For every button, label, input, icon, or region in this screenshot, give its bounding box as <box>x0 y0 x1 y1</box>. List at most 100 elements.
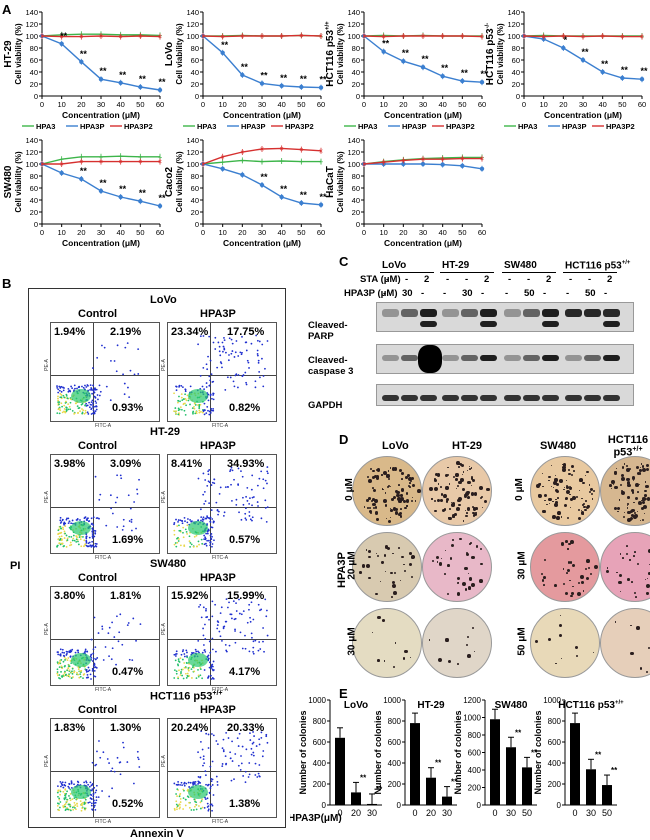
colony <box>462 471 465 473</box>
blot-band <box>480 395 497 401</box>
colony <box>451 544 455 548</box>
quad-ur-pct: 15.99% <box>227 590 265 602</box>
colony <box>593 490 596 493</box>
event-dot <box>175 793 177 795</box>
event-dot <box>217 513 219 516</box>
colony <box>571 592 575 595</box>
colony <box>431 560 434 563</box>
x-tick-label: 40 <box>277 100 285 109</box>
y-axis-title: Cell viability (%) <box>175 23 184 85</box>
event-dot <box>184 520 186 523</box>
sta-mark: - <box>569 274 573 285</box>
marker-cross: × <box>542 34 546 41</box>
event-dot <box>59 516 62 519</box>
fitc-axis: FITC-A <box>95 555 112 561</box>
event-dot <box>244 341 247 344</box>
event-dot <box>265 520 268 523</box>
colony <box>548 502 551 504</box>
event-dot <box>111 787 114 790</box>
event-dot <box>94 658 97 661</box>
event-dot <box>191 407 194 410</box>
colony <box>569 506 571 508</box>
event-dot <box>84 543 87 546</box>
event-dot <box>265 615 268 618</box>
legend-label: HPA3P <box>80 250 104 252</box>
x-tick-label: 40 <box>598 100 606 109</box>
colony <box>471 478 476 483</box>
marker-dot <box>79 59 84 64</box>
event-dot <box>93 535 96 538</box>
event-dot <box>199 403 202 406</box>
event-dot <box>83 412 86 415</box>
event-dot <box>60 665 63 668</box>
event-dot <box>201 677 204 680</box>
event-dot <box>91 404 93 406</box>
event-dot <box>225 598 228 601</box>
x-tick-label: 60 <box>156 228 164 237</box>
colony <box>570 594 573 598</box>
event-dot <box>56 661 59 664</box>
colony <box>469 543 471 545</box>
event-dot <box>200 538 203 541</box>
significance-stars: ** <box>80 49 88 59</box>
event-dot <box>110 507 112 510</box>
event-dot <box>211 648 214 651</box>
event-dot <box>216 780 219 783</box>
colony <box>567 548 569 550</box>
event-dot <box>175 783 178 786</box>
event-dot <box>91 532 94 534</box>
colony <box>573 469 576 472</box>
event-dot <box>180 408 183 411</box>
event-dot <box>57 408 60 411</box>
event-dot <box>207 409 209 412</box>
event-dot <box>79 800 82 803</box>
event-dot <box>57 395 59 398</box>
colony <box>578 478 583 483</box>
event-dot <box>266 470 269 473</box>
event-dot <box>84 650 87 653</box>
marker-plus: + <box>158 153 163 162</box>
event-dot <box>221 366 223 369</box>
event-dot <box>180 384 183 387</box>
event-dot <box>61 519 64 522</box>
scatter-cloud <box>56 474 140 548</box>
event-dot <box>216 509 219 512</box>
colony <box>466 551 469 554</box>
event-dot <box>117 640 120 643</box>
event-dot <box>62 386 65 389</box>
marker-dot <box>279 194 284 200</box>
marker-dot <box>157 87 163 93</box>
marker-cross: × <box>362 162 366 169</box>
event-dot <box>202 335 205 337</box>
colony <box>444 573 446 575</box>
event-dot <box>84 668 87 671</box>
event-dot <box>131 659 134 662</box>
colony <box>452 538 455 541</box>
event-dot <box>70 677 73 679</box>
event-dot <box>230 352 233 355</box>
y-tick-label: 100 <box>25 32 38 41</box>
event-dot <box>67 387 70 390</box>
event-dot <box>84 404 87 407</box>
significance-stars: ** <box>611 766 618 775</box>
event-dot <box>106 758 109 760</box>
marker-dot <box>440 162 445 167</box>
quad-lr-pct: 1.69% <box>112 534 144 546</box>
event-dot <box>207 355 209 358</box>
y-tick-label: 0 <box>477 801 482 810</box>
colony <box>618 498 620 500</box>
colony <box>579 575 584 579</box>
event-dot <box>63 798 66 801</box>
colony <box>458 503 461 507</box>
event-dot <box>244 507 247 510</box>
event-dot <box>197 650 199 653</box>
colony <box>458 497 463 501</box>
colony <box>581 481 585 485</box>
event-dot <box>122 373 124 376</box>
y-tick-label: 140 <box>25 8 38 17</box>
event-dot <box>68 795 70 797</box>
colony <box>543 559 546 562</box>
event-dot <box>74 804 77 806</box>
colony <box>541 579 545 582</box>
event-dot <box>175 412 177 415</box>
